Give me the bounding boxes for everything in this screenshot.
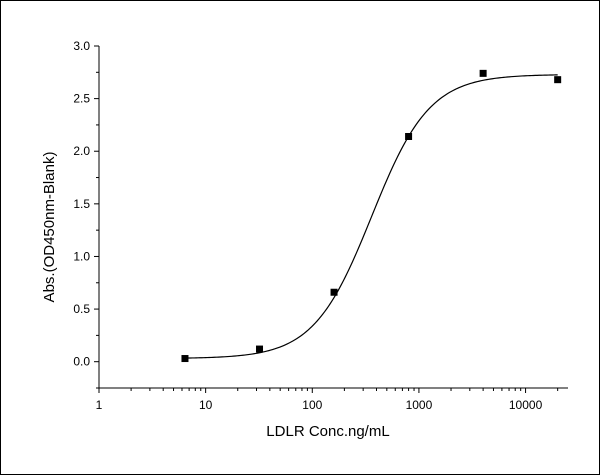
x-tick-label: 10000 — [509, 398, 543, 412]
y-tick-label: 0.5 — [73, 302, 90, 316]
y-tick-label: 3.0 — [73, 39, 90, 53]
y-tick-label: 2.0 — [73, 144, 90, 158]
x-tick-label: 1000 — [406, 398, 433, 412]
x-tick-label: 10 — [199, 398, 213, 412]
data-point — [405, 132, 413, 140]
fit-curve-layer — [184, 74, 558, 359]
data-points-layer — [181, 69, 562, 363]
x-axis-title: LDLR Conc.ng/mL — [266, 423, 389, 440]
y-tick-label: 2.5 — [73, 92, 90, 106]
x-tick-label: 100 — [302, 398, 322, 412]
data-point — [479, 69, 487, 77]
data-point — [256, 345, 264, 353]
y-tick-label: 1.5 — [73, 197, 90, 211]
data-point — [181, 355, 189, 363]
data-point — [554, 76, 562, 84]
axes: 0.0 0.5 1.0 1.5 2.0 2.5 3.0 1 10 100 1000 10000 — [73, 39, 568, 412]
y-axis-title: Abs.(OD450nm-Blank) — [41, 152, 58, 303]
data-point — [330, 288, 338, 296]
y-tick-label: 1.0 — [73, 249, 90, 263]
x-tick-label: 1 — [96, 398, 103, 412]
y-tick-label: 0.0 — [73, 355, 90, 369]
fit-curve — [184, 74, 558, 359]
